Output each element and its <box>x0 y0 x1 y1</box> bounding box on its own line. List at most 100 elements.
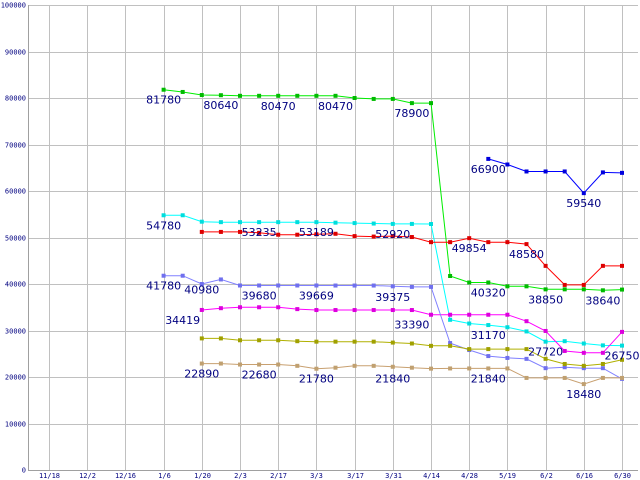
data-point-magenta <box>600 350 605 355</box>
data-point-olive <box>562 361 567 366</box>
data-point-cyan <box>581 341 586 346</box>
data-point-cyan <box>543 339 548 344</box>
series-line-green <box>163 89 623 291</box>
data-point-red <box>199 229 204 234</box>
data-point-red <box>581 282 586 287</box>
data-point-green <box>390 96 395 101</box>
data-label: 38640 <box>585 294 620 307</box>
data-label: 33390 <box>394 319 429 332</box>
data-point-tan <box>257 362 262 367</box>
data-point-violet <box>218 277 223 282</box>
data-label: 34419 <box>165 314 200 327</box>
data-point-tan <box>448 366 453 371</box>
data-point-tan <box>505 366 510 371</box>
data-point-cyan <box>161 213 166 218</box>
data-point-green <box>448 274 453 279</box>
y-tick-label: 70000 <box>5 142 26 150</box>
data-label: 66900 <box>471 163 506 176</box>
data-point-cyan <box>218 220 223 225</box>
data-point-cyan <box>620 343 624 348</box>
data-point-violet <box>238 283 242 288</box>
data-point-violet <box>409 284 414 289</box>
data-label: 22680 <box>242 369 277 382</box>
data-point-magenta <box>448 312 453 317</box>
data-point-tan <box>581 382 586 387</box>
y-tick-label: 90000 <box>5 49 26 57</box>
data-point-cyan <box>600 343 605 348</box>
data-point-tan <box>295 363 300 368</box>
data-point-green <box>524 284 529 289</box>
data-point-green <box>543 287 548 292</box>
data-point-olive <box>257 338 262 343</box>
data-point-red <box>314 232 319 237</box>
y-tick-label: 80000 <box>5 95 26 103</box>
data-label: 41780 <box>146 280 181 293</box>
grid <box>28 5 638 470</box>
data-point-blue <box>486 156 491 161</box>
data-label: 53235 <box>242 226 277 239</box>
data-label: 80470 <box>261 100 296 113</box>
data-point-green <box>218 93 223 98</box>
data-point-red <box>218 229 223 234</box>
data-label: 40980 <box>184 283 219 296</box>
data-point-magenta <box>390 308 395 313</box>
data-point-tan <box>620 375 624 380</box>
data-label: 48580 <box>509 248 544 261</box>
data-label: 27720 <box>528 346 563 359</box>
data-point-violet <box>600 366 605 371</box>
data-point-cyan <box>238 220 242 225</box>
data-point-tan <box>543 375 548 380</box>
data-label: 18480 <box>566 388 601 401</box>
data-point-magenta <box>581 350 586 355</box>
data-point-magenta <box>238 305 242 310</box>
x-tick-label: 1/6 <box>158 472 171 480</box>
data-point-violet <box>371 283 376 288</box>
data-point-green <box>371 96 376 101</box>
data-point-violet <box>314 283 319 288</box>
data-point-cyan <box>409 221 414 226</box>
data-point-cyan <box>505 325 510 330</box>
data-point-magenta <box>505 312 510 317</box>
data-label: 21840 <box>375 372 410 385</box>
data-point-tan <box>314 366 319 371</box>
data-point-cyan <box>390 221 395 226</box>
data-point-green <box>276 93 281 98</box>
data-label: 21840 <box>471 372 506 385</box>
data-point-blue <box>543 169 548 174</box>
data-point-green <box>467 280 472 285</box>
data-point-green <box>199 93 204 98</box>
data-point-red <box>524 242 529 247</box>
data-point-magenta <box>409 308 414 313</box>
data-label: 80470 <box>318 100 353 113</box>
data-point-tan <box>562 375 567 380</box>
data-point-olive <box>600 361 605 366</box>
y-tick-label: 30000 <box>5 328 26 336</box>
data-point-green <box>238 93 242 98</box>
data-label: 31170 <box>471 329 506 342</box>
data-point-tan <box>600 375 605 380</box>
data-label: 39375 <box>375 291 410 304</box>
data-point-tan <box>238 362 242 367</box>
data-point-green <box>161 87 166 92</box>
data-point-tan <box>371 363 376 368</box>
x-tick-label: 6/16 <box>576 472 593 480</box>
x-tick-label: 2/17 <box>270 472 287 480</box>
data-point-olive <box>390 340 395 345</box>
data-point-magenta <box>371 308 376 313</box>
data-point-olive <box>505 347 510 352</box>
data-point-violet <box>180 273 185 278</box>
data-point-red <box>562 282 567 287</box>
data-point-olive <box>524 347 529 352</box>
data-label: 22890 <box>184 368 219 381</box>
data-point-olive <box>486 347 491 352</box>
data-point-green <box>486 280 491 285</box>
data-point-violet <box>276 283 281 288</box>
data-point-magenta <box>199 307 204 312</box>
data-point-green <box>352 96 357 100</box>
data-label: 59540 <box>566 197 601 210</box>
data-point-green <box>409 101 414 106</box>
data-point-olive <box>238 338 242 343</box>
data-point-green <box>257 93 262 98</box>
data-point-cyan <box>467 321 472 326</box>
